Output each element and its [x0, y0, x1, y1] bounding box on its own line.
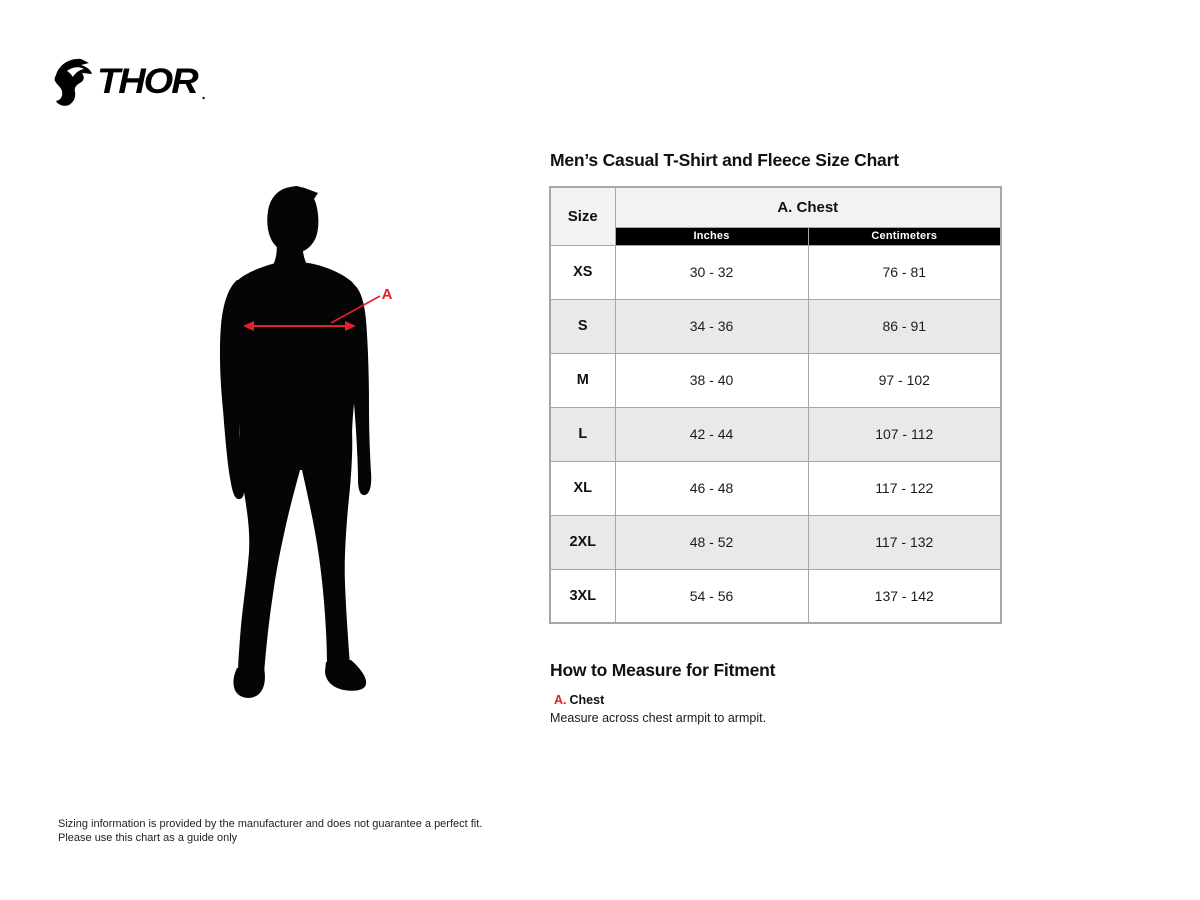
cell-inches: 48 - 52	[614, 514, 809, 570]
size-table-body: XS 30 - 32 76 - 81 S 34 - 36 86 - 91 M 38 - 40 9…	[549, 244, 1002, 624]
cell-inches: 46 - 48	[614, 460, 809, 516]
measure-item-key: A.	[554, 693, 567, 707]
cell-size: 2XL	[549, 514, 616, 570]
column-header-chest: A. Chest	[614, 186, 1002, 228]
cell-size: 3XL	[549, 568, 616, 624]
cell-centimeters: 76 - 81	[807, 244, 1002, 300]
cell-inches: 54 - 56	[614, 568, 809, 624]
measure-item-chest: A. Chest	[554, 693, 604, 707]
size-chart-table-container: Size A. Chest Inches Centimeters XS 30 - …	[549, 186, 1002, 624]
size-chart-table: Size A. Chest Inches Centimeters XS 30 - …	[549, 186, 1002, 624]
table-row: S 34 - 36 86 - 91	[549, 298, 1002, 354]
chest-measure-annotation: A	[243, 286, 393, 331]
cell-centimeters: 117 - 132	[807, 514, 1002, 570]
cell-size: L	[549, 406, 616, 462]
table-row: 3XL 54 - 56 137 - 142	[549, 568, 1002, 624]
table-row: 2XL 48 - 52 117 - 132	[549, 514, 1002, 570]
cell-size: S	[549, 298, 616, 354]
cell-centimeters: 86 - 91	[807, 298, 1002, 354]
cell-centimeters: 117 - 122	[807, 460, 1002, 516]
cell-centimeters: 97 - 102	[807, 352, 1002, 408]
disclaimer-line-2: Please use this chart as a guide only	[58, 832, 238, 844]
thor-ram-icon	[54, 58, 92, 106]
table-row: M 38 - 40 97 - 102	[549, 352, 1002, 408]
measure-label-a: A	[382, 286, 393, 303]
brand-trademark: .	[201, 86, 206, 102]
column-header-size: Size	[549, 186, 616, 246]
measure-item-name: Chest	[569, 693, 605, 707]
size-chart-title: Men’s Casual T-Shirt and Fleece Size Cha…	[550, 150, 899, 170]
cell-centimeters: 107 - 112	[807, 406, 1002, 462]
column-header-inches: Inches	[614, 226, 809, 246]
cell-inches: 38 - 40	[614, 352, 809, 408]
measure-guide-title: How to Measure for Fitment	[550, 660, 776, 680]
brand-logo: THOR .	[53, 56, 206, 108]
table-row: L 42 - 44 107 - 112	[549, 406, 1002, 462]
cell-size: XL	[549, 460, 616, 516]
column-header-centimeters: Centimeters	[807, 226, 1002, 246]
cell-inches: 30 - 32	[614, 244, 809, 300]
cell-inches: 34 - 36	[614, 298, 809, 354]
body-measurement-diagram: A	[210, 180, 410, 705]
brand-name: THOR	[97, 62, 199, 102]
table-row: XS 30 - 32 76 - 81	[549, 244, 1002, 300]
disclaimer-line-1: Sizing information is provided by the ma…	[58, 818, 483, 830]
cell-size: M	[549, 352, 616, 408]
sizing-disclaimer: Sizing information is provided by the ma…	[58, 817, 482, 845]
male-silhouette: A	[219, 186, 393, 698]
cell-size: XS	[549, 244, 616, 300]
cell-centimeters: 137 - 142	[807, 568, 1002, 624]
table-row: XL 46 - 48 117 - 122	[549, 460, 1002, 516]
measure-item-description: Measure across chest armpit to armpit.	[550, 711, 767, 725]
cell-inches: 42 - 44	[614, 406, 809, 462]
